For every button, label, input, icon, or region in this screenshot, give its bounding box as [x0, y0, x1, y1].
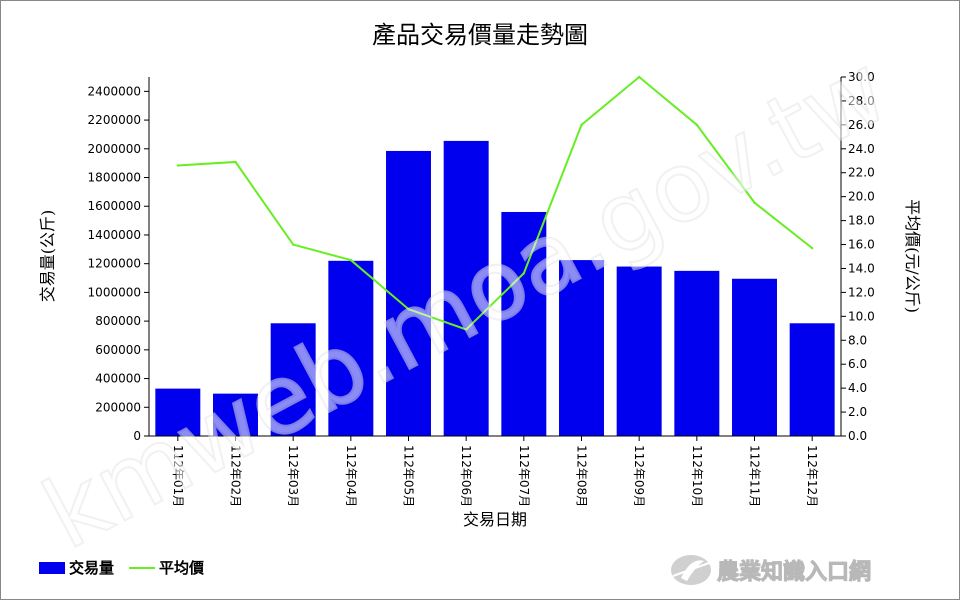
line-layer	[176, 75, 814, 331]
line-point	[234, 160, 237, 164]
y-tick-label-right: 24.0	[848, 142, 875, 156]
line-point	[810, 246, 814, 250]
y-tick-label-right: 26.0	[848, 118, 875, 132]
y-tick-label-right: 6.0	[848, 357, 867, 371]
y-tick-label-right: 10.0	[848, 309, 875, 323]
y-tick-label-left: 1000000	[88, 285, 141, 299]
y-tick-label-left: 1400000	[88, 228, 141, 242]
y-tick-label-left: 800000	[95, 314, 141, 328]
y-tick-label-left: 1200000	[88, 257, 141, 271]
line-point	[349, 258, 353, 262]
y-axis-label-right: 平均價(元/公斤)	[903, 199, 922, 313]
bars-layer	[155, 140, 835, 437]
y-tick-label-right: 22.0	[848, 166, 875, 180]
site-logo: 農業知識入口網	[671, 555, 872, 586]
bar	[386, 150, 431, 437]
x-axis-label: 交易日期	[463, 510, 527, 529]
x-tick-label: 112年06月	[459, 445, 473, 507]
y-tick-label-right: 18.0	[848, 214, 875, 228]
bar	[559, 260, 604, 436]
x-tick-label: 112年08月	[575, 445, 589, 507]
x-tick-label: 112年05月	[402, 445, 416, 507]
line-point	[580, 123, 583, 127]
legend: 交易量 平均價	[39, 559, 205, 577]
y-tick-label-right: 20.0	[848, 190, 875, 204]
x-tick-label: 112年10月	[690, 445, 704, 507]
x-tick-label: 112年03月	[286, 445, 300, 507]
y-tick-label-left: 200000	[95, 400, 141, 414]
bar	[270, 323, 316, 436]
x-tick-label: 112年09月	[632, 445, 646, 507]
bar	[674, 270, 720, 436]
line-point	[176, 164, 180, 167]
bar	[732, 278, 777, 436]
y-tick-label-right: 28.0	[848, 94, 875, 108]
chart-title: 產品交易價量走勢圖	[372, 21, 588, 49]
y-tick-label-right: 12.0	[848, 285, 875, 299]
y-tick-label-left: 600000	[95, 343, 141, 357]
axes-layer: 0 200000 400000 600000 800000 1000000 1200000 1…	[88, 70, 875, 507]
legend-item-volume: 交易量	[39, 559, 114, 577]
legend-label-price: 平均價	[159, 559, 205, 577]
line-point	[695, 123, 699, 127]
y-tick-label-left: 2400000	[88, 84, 141, 98]
logo-text: 農業知識入口網	[717, 559, 871, 585]
bar	[155, 388, 201, 436]
y-tick-label-right: 8.0	[848, 333, 867, 347]
x-tick-label: 112年02月	[229, 445, 243, 507]
bar	[213, 393, 258, 436]
y-tick-label-left: 0	[133, 429, 141, 443]
y-tick-label-left: 2200000	[88, 113, 141, 127]
y-tick-label-right: 30.0	[848, 70, 875, 84]
line-point	[753, 201, 756, 204]
bar	[616, 266, 662, 436]
bar	[501, 211, 547, 436]
price-line	[177, 75, 813, 331]
y-tick-label-right: 4.0	[848, 381, 867, 395]
y-tick-label-left: 1600000	[88, 199, 141, 213]
line-point	[407, 307, 410, 311]
line-point	[291, 243, 295, 246]
legend-item-price: 平均價	[129, 559, 205, 577]
legend-swatch-bar	[39, 562, 65, 574]
x-tick-label: 112年04月	[344, 445, 358, 507]
line-point	[464, 328, 468, 331]
y-tick-label-left: 2000000	[88, 142, 141, 156]
line-point	[522, 272, 526, 275]
y-tick-label-right: 2.0	[848, 405, 867, 419]
y-tick-label-right: 16.0	[848, 238, 875, 252]
x-tick-label: 112年12月	[805, 445, 819, 507]
y-axis-label-left: 交易量(公斤)	[38, 210, 57, 303]
y-tick-label-left: 400000	[95, 372, 141, 386]
legend-label-volume: 交易量	[69, 559, 114, 577]
leaf-logo-icon	[671, 555, 711, 585]
line-point	[637, 75, 641, 79]
y-tick-label-left: 1800000	[88, 171, 141, 185]
x-tick-label: 112年07月	[517, 445, 531, 507]
bar	[328, 260, 374, 436]
y-tick-label-right: 14.0	[848, 261, 875, 275]
x-tick-label: 112年01月	[171, 445, 185, 507]
y-tick-label-right: 0.0	[848, 429, 867, 443]
bar	[443, 140, 489, 437]
bar	[789, 323, 835, 436]
x-tick-label: 112年11月	[748, 445, 762, 507]
